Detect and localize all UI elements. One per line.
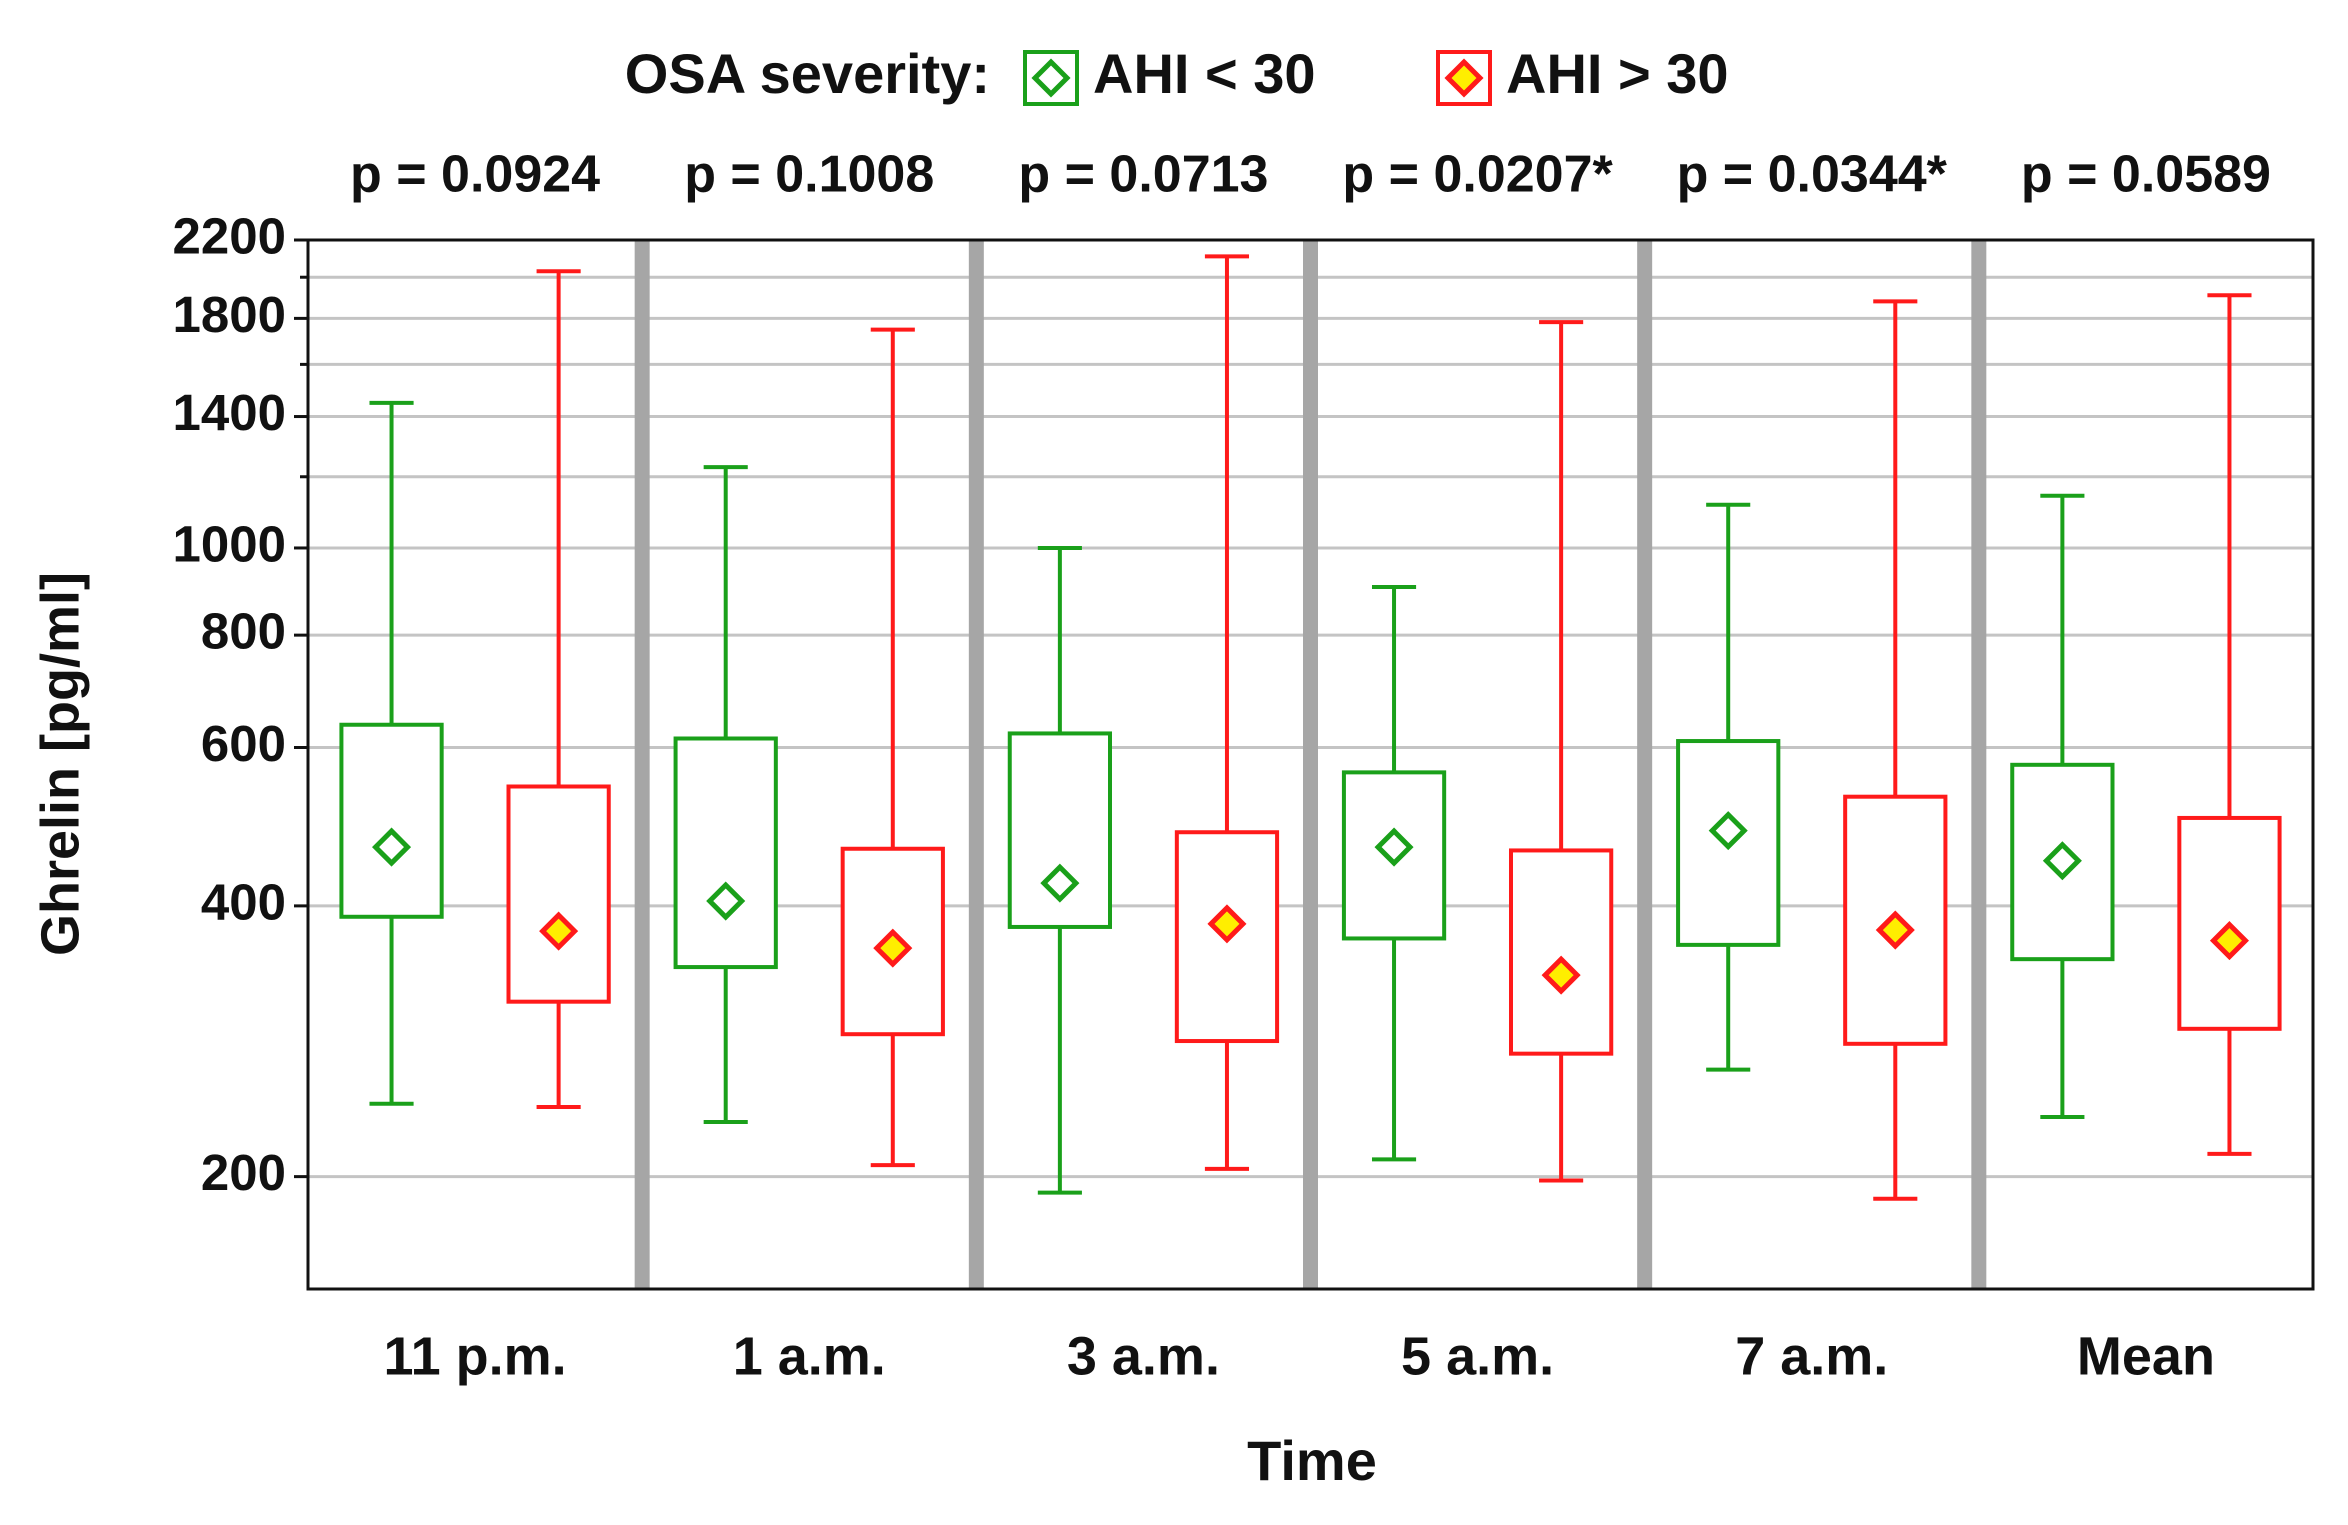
center-marker [873, 928, 913, 968]
y-tick-label: 1800 [173, 286, 286, 343]
y-tick-label: 200 [201, 1144, 286, 1201]
x-tick-label: 1 a.m. [733, 1326, 886, 1386]
box [1174, 830, 1280, 1044]
box [1509, 848, 1614, 1056]
x-tick-label: 5 a.m. [1401, 1326, 1554, 1386]
x-tick-label: 3 a.m. [1067, 1326, 1220, 1386]
center-marker [1541, 955, 1581, 995]
center-marker [1374, 827, 1414, 867]
box [339, 722, 444, 919]
x-axis-label: Time [1247, 1429, 1377, 1492]
center-marker [1708, 811, 1748, 851]
y-tick-label: 2200 [173, 207, 286, 264]
y-axis-label: Ghrelin [pg/ml] [30, 572, 90, 956]
box [2010, 762, 2115, 962]
center-marker [539, 911, 579, 951]
box [673, 736, 778, 970]
y-tick-label: 800 [201, 603, 286, 660]
p-value: p = 0.1008 [684, 146, 934, 204]
center-marker [372, 827, 412, 867]
p-value: p = 0.0924 [350, 146, 600, 204]
legend-label: AHI < 30 [1093, 42, 1316, 105]
y-tick-label: 1400 [173, 384, 286, 441]
y-tick-label: 600 [201, 715, 286, 772]
x-tick-label: 11 p.m. [384, 1326, 567, 1386]
p-value: p = 0.0344* [1677, 146, 1948, 204]
center-marker [1207, 904, 1247, 944]
center-marker [2209, 921, 2249, 961]
p-value: p = 0.0713 [1018, 146, 1268, 204]
legend-label: AHI > 30 [1506, 42, 1729, 105]
x-tick-label: Mean [2077, 1326, 2215, 1386]
plot-frame [306, 238, 2315, 1291]
center-marker [1040, 863, 1080, 903]
legend-title: OSA severity: [625, 42, 990, 105]
p-value: p = 0.0589 [2021, 146, 2271, 204]
y-tick-label: 400 [201, 873, 286, 930]
y-tick-label: 1000 [173, 515, 286, 572]
legend-marker [1444, 58, 1484, 98]
box [506, 784, 611, 1004]
center-marker [1875, 910, 1915, 950]
legend-marker [1031, 58, 1071, 98]
p-value: p = 0.0207* [1342, 146, 1613, 204]
center-marker [2042, 841, 2082, 881]
center-marker [706, 881, 746, 921]
x-tick-label: 7 a.m. [1735, 1326, 1888, 1386]
